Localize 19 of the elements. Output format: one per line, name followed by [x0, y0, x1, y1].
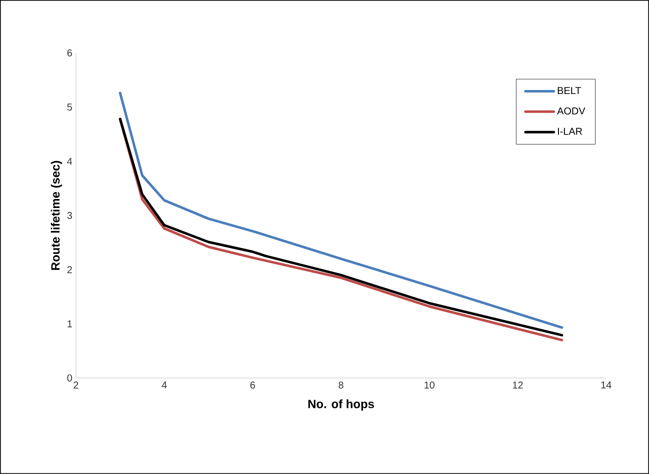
legend-label: I-LAR [558, 128, 582, 135]
x-tick-label: 4 [162, 382, 167, 388]
x-tick-label: 12 [512, 382, 523, 389]
y-tick-label: 4 [67, 158, 72, 165]
y-tick-label: 1 [68, 320, 72, 328]
x-tick-label: 14 [601, 382, 612, 388]
y-tick-label: 2 [67, 266, 72, 274]
legend-label: BELT [558, 87, 582, 94]
x-tick-label: 6 [250, 382, 255, 389]
x-tick-label: 8 [338, 382, 344, 389]
y-tick-label: 6 [67, 49, 72, 56]
legend-label: AODV [557, 107, 586, 115]
y-tick-label: 5 [67, 104, 72, 111]
x-axis-title: No. of hops [308, 399, 374, 411]
y-tick-label: 3 [67, 212, 72, 220]
x-tick-label: 2 [74, 382, 78, 389]
y-axis-title: Route lifetime (sec) [50, 160, 62, 270]
y-tick-label: 0 [67, 374, 72, 382]
x-tick-label: 10 [424, 382, 435, 389]
